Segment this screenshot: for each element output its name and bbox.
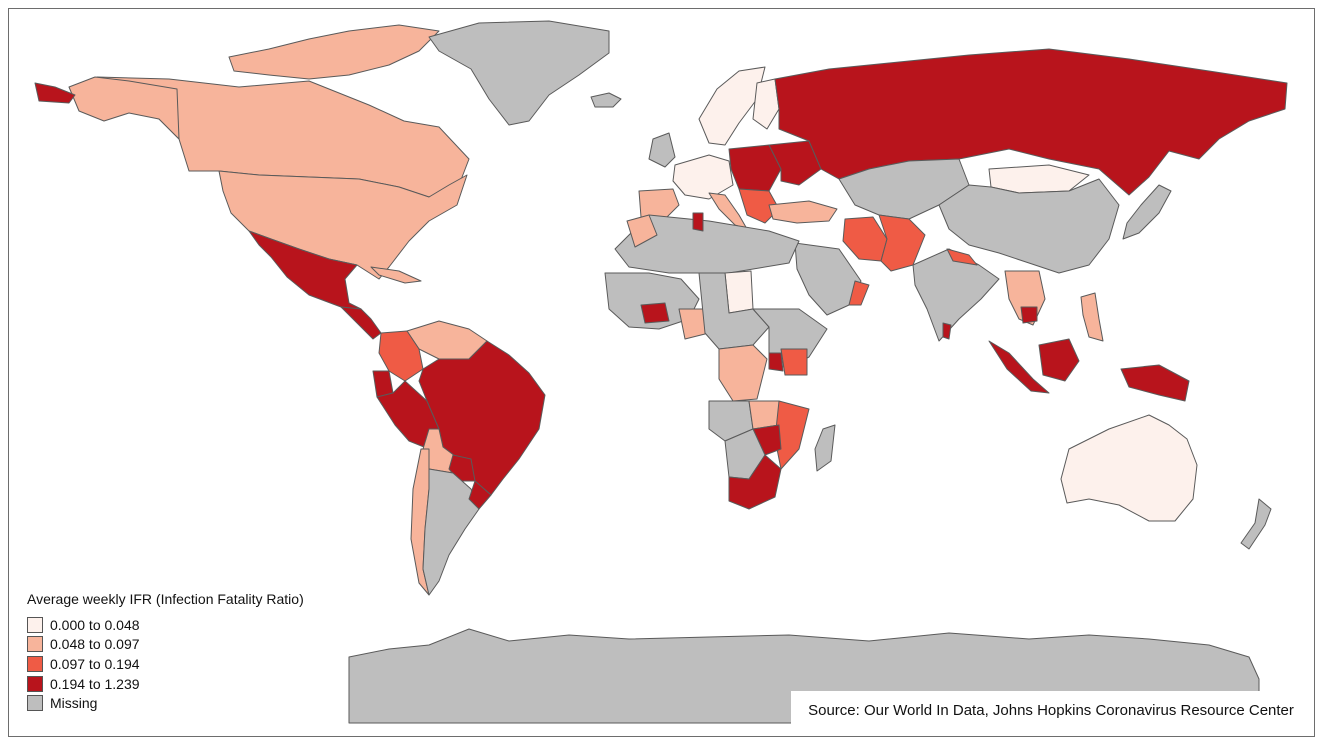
region-cambodia (1020, 306, 1038, 324)
region-afghanistan-pakistan (878, 214, 926, 272)
region-turkey (768, 200, 838, 224)
legend-label-1: 0.048 to 0.097 (50, 636, 140, 653)
region-argentina (422, 468, 480, 596)
region-north-africa (614, 214, 800, 274)
world-map (34, 20, 1288, 724)
region-nepal (946, 248, 978, 266)
legend-swatch-2 (27, 655, 43, 672)
region-australia (1060, 414, 1198, 522)
region-cuba (370, 266, 422, 284)
region-japan (1122, 184, 1172, 240)
legend-swatch-0 (27, 616, 43, 633)
region-new-zealand (1240, 498, 1272, 550)
legend-entry-3: 0.194 to 1.239 (27, 674, 357, 694)
legend-entry-1: 0.048 to 0.097 (27, 635, 357, 655)
region-dr-congo (718, 344, 768, 402)
region-central-america (340, 306, 382, 340)
region-iceland (590, 92, 622, 108)
region-sumatra (988, 340, 1050, 394)
map-frame: Average weekly IFR (Infection Fatality R… (8, 8, 1315, 737)
region-sudan (724, 270, 754, 314)
region-india (912, 248, 1000, 342)
legend-entry-4: Missing (27, 693, 357, 713)
region-alaska (68, 76, 180, 140)
region-arabian-peninsula (794, 242, 862, 316)
region-canadian-arctic-islands (228, 24, 440, 80)
region-borneo (1038, 338, 1080, 382)
legend-label-2: 0.097 to 0.194 (50, 655, 140, 672)
region-spain-portugal (638, 188, 680, 220)
region-tunisia (692, 212, 704, 232)
legend-swatch-4 (27, 695, 43, 712)
region-china (938, 178, 1120, 274)
source-note: Source: Our World In Data, Johns Hopkins… (791, 691, 1311, 729)
region-greenland (428, 20, 610, 126)
region-finland (752, 78, 780, 130)
legend-label-0: 0.000 to 0.048 (50, 616, 140, 633)
region-uruguay (468, 480, 492, 510)
region-mexico (248, 230, 362, 310)
region-western-europe (672, 154, 734, 200)
region-russia (774, 48, 1288, 196)
legend-swatch-3 (27, 675, 43, 692)
region-burkina-faso (640, 302, 670, 324)
region-new-guinea (1120, 364, 1190, 402)
region-iran (842, 216, 888, 262)
region-brazil (418, 340, 546, 496)
region-sri-lanka (942, 322, 952, 340)
legend-label-4: Missing (50, 695, 98, 712)
region-oman (848, 280, 870, 306)
region-aleutian-far-west (34, 82, 76, 104)
region-morocco (626, 214, 658, 248)
legend-title: Average weekly IFR (Infection Fatality R… (27, 591, 304, 607)
region-south-africa (728, 454, 782, 510)
legend-label-3: 0.194 to 1.239 (50, 675, 140, 692)
region-philippines (1080, 292, 1104, 342)
legend-entry-0: 0.000 to 0.048 (27, 615, 357, 635)
region-united-kingdom (648, 132, 676, 168)
region-ecuador (372, 370, 394, 398)
region-paraguay (448, 454, 476, 482)
region-colombia (378, 330, 424, 382)
region-madagascar (814, 424, 836, 472)
region-uganda (768, 352, 784, 372)
map-legend: Average weekly IFR (Infection Fatality R… (27, 591, 357, 713)
region-zambia (748, 400, 780, 430)
legend-entry-2: 0.097 to 0.194 (27, 654, 357, 674)
legend-swatch-1 (27, 636, 43, 653)
region-kenya (780, 348, 808, 376)
